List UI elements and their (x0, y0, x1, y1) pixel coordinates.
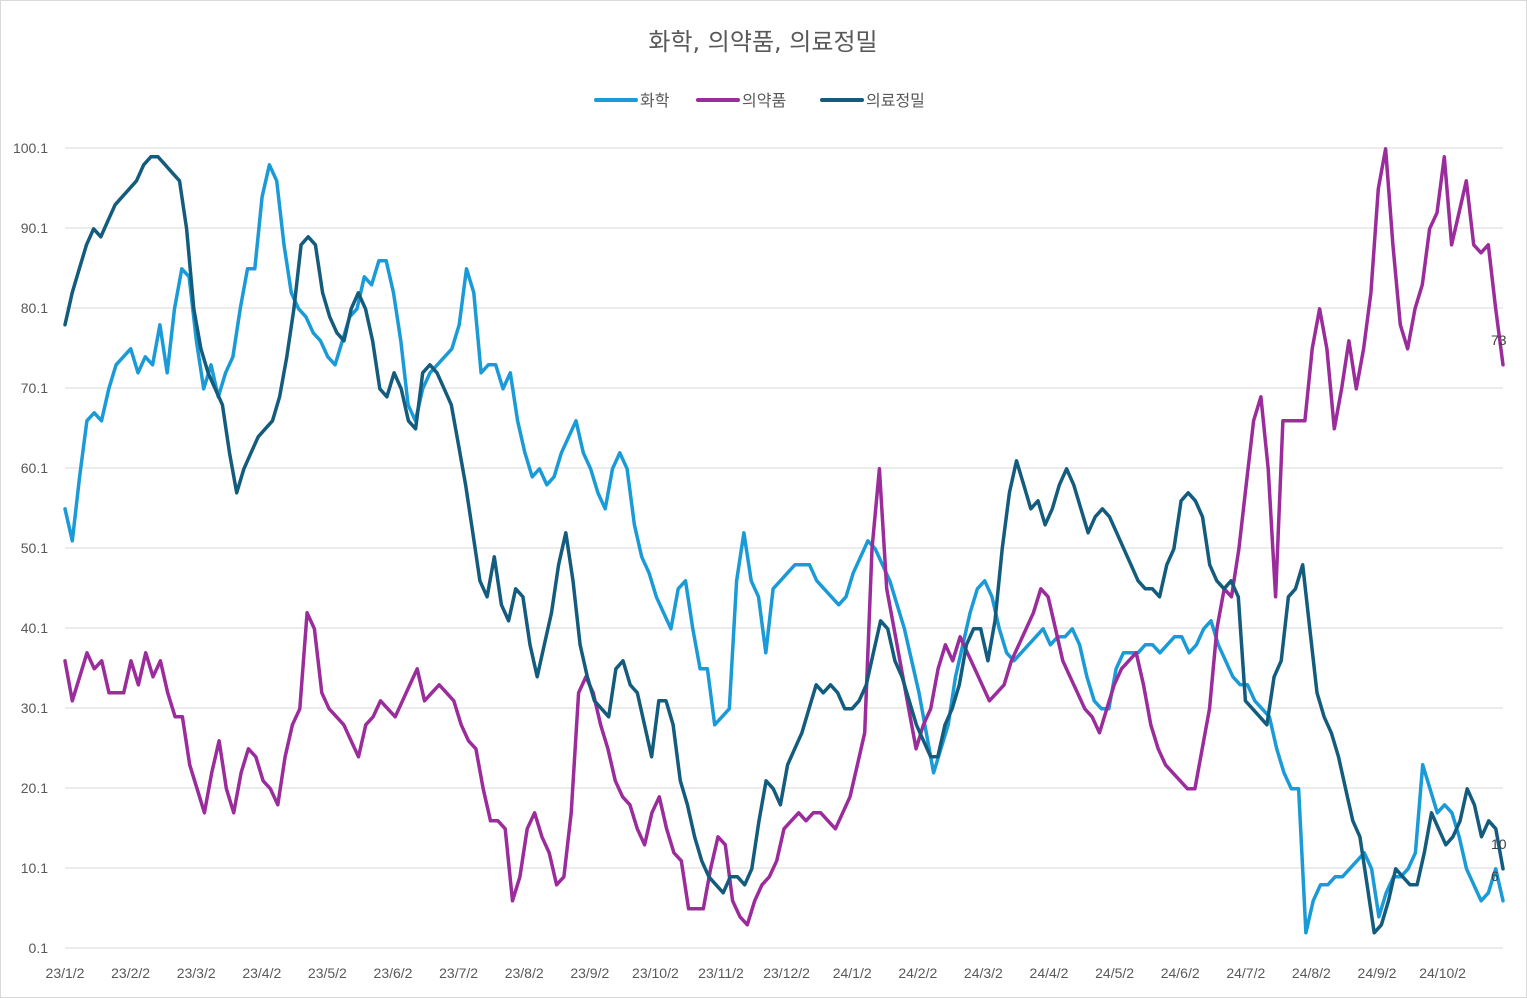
x-tick-label: 23/7/2 (439, 965, 478, 981)
x-tick-label: 24/2/2 (898, 965, 937, 981)
y-tick-label: 30.1 (21, 700, 48, 716)
x-tick-label: 23/8/2 (505, 965, 544, 981)
gridlines (65, 147, 1503, 949)
series-end-label-3: 10 (1491, 836, 1507, 852)
end-labels: 6 73 10 (1491, 332, 1507, 884)
series-end-label-1: 6 (1491, 868, 1499, 884)
x-tick-label: 24/9/2 (1358, 965, 1397, 981)
x-tick-label: 24/3/2 (964, 965, 1003, 981)
y-tick-label: 90.1 (21, 220, 48, 236)
x-tick-label: 24/8/2 (1292, 965, 1331, 981)
legend-label-1: 화학 (640, 91, 670, 110)
x-tick-label: 24/10/2 (1419, 965, 1466, 981)
x-tick-label: 23/10/2 (632, 965, 679, 981)
x-tick-label: 24/6/2 (1161, 965, 1200, 981)
x-tick-label: 23/5/2 (308, 965, 347, 981)
series-line-2 (63, 147, 1505, 927)
y-tick-label: 40.1 (21, 620, 48, 636)
y-tick-label: 60.1 (21, 460, 48, 476)
y-axis: 100.1 90.1 80.1 70.1 60.1 50.1 40.1 30.1 20.1 10.… (13, 140, 48, 956)
x-tick-label: 23/4/2 (242, 965, 281, 981)
x-tick-label: 24/4/2 (1030, 965, 1069, 981)
x-tick-label: 23/11/2 (698, 965, 744, 981)
y-tick-label: 10.1 (21, 860, 48, 876)
y-tick-label: 20.1 (21, 780, 48, 796)
x-tick-label: 23/1/2 (46, 965, 85, 981)
chart-title: 화학, 의약품, 의료정밀 (648, 28, 877, 56)
x-tick-label: 23/9/2 (570, 965, 609, 981)
legend: 화학 의약품 의료정밀 (594, 91, 925, 110)
y-tick-label: 100.1 (13, 140, 48, 156)
x-axis: 23/1/2 23/2/2 23/3/2 23/4/2 23/5/2 23/6/2 23/7… (46, 965, 1467, 981)
series-line-1 (63, 163, 1505, 935)
x-tick-label: 24/7/2 (1226, 965, 1265, 981)
y-tick-label: 0.1 (29, 940, 49, 956)
y-tick-label: 70.1 (21, 380, 48, 396)
x-tick-label: 23/3/2 (177, 965, 216, 981)
x-tick-label: 23/6/2 (374, 965, 413, 981)
x-tick-label: 23/2/2 (111, 965, 150, 981)
x-tick-label: 24/1/2 (833, 965, 872, 981)
series-end-label-2: 73 (1491, 332, 1507, 348)
x-tick-label: 24/5/2 (1095, 965, 1134, 981)
y-tick-label: 80.1 (21, 300, 48, 316)
series-line-3 (63, 155, 1505, 935)
series-lines (63, 147, 1505, 935)
legend-label-2: 의약품 (742, 91, 786, 110)
x-tick-label: 23/12/2 (763, 965, 810, 981)
y-tick-label: 50.1 (21, 540, 48, 556)
legend-label-3: 의료정밀 (866, 91, 925, 110)
